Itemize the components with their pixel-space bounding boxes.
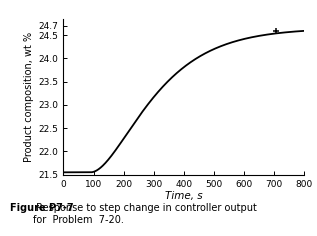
Text: Figure P7-7: Figure P7-7 xyxy=(10,203,73,213)
Text: Response to step change in controller output
for  Problem  7-20.: Response to step change in controller ou… xyxy=(33,203,257,225)
X-axis label: Time, s: Time, s xyxy=(165,191,203,201)
Y-axis label: Product composition, wt %: Product composition, wt % xyxy=(24,32,34,162)
